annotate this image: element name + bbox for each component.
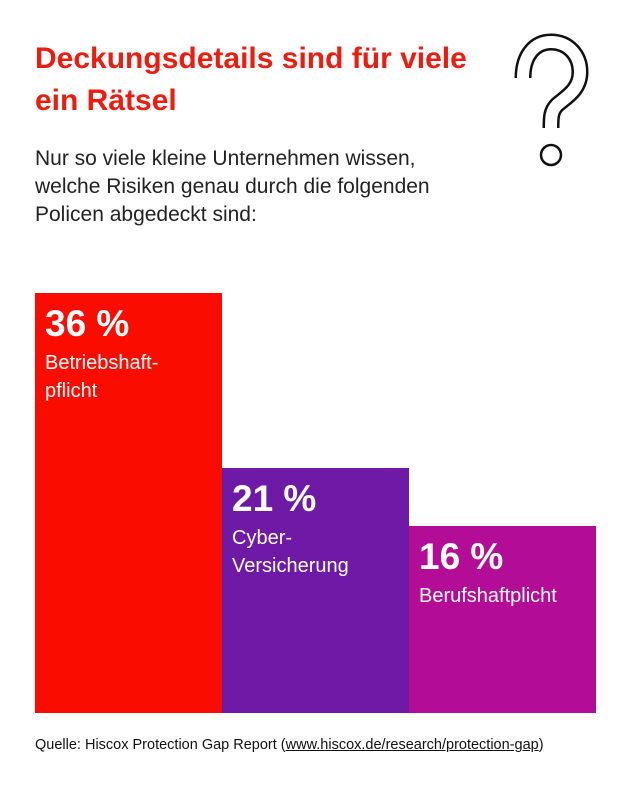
bar (35, 292, 222, 713)
source-text: Quelle: Hiscox Protection Gap Report ( (35, 737, 286, 753)
value-label: 36 % (45, 302, 130, 344)
category-label: Betriebshaft- pflicht (45, 351, 159, 402)
chart-subtitle: Nur so viele kleine Unternehmen wissen, … (35, 147, 430, 226)
bar (222, 467, 409, 713)
source-link[interactable]: www.hiscox.de/research/protection-gap (285, 737, 539, 753)
bar (409, 526, 596, 713)
category-label: Berufshaftplicht (419, 585, 557, 608)
chart-title: Deckungsdetails sind für viele ein Rätse… (35, 42, 467, 117)
category-label: Cyber- Versicherung (232, 526, 349, 577)
value-label: 21 % (232, 477, 317, 519)
question-icon (514, 33, 589, 167)
source-text: ) (538, 737, 544, 753)
value-label: 16 % (419, 536, 504, 578)
source: Quelle: Hiscox Protection Gap Report (ww… (35, 737, 544, 753)
